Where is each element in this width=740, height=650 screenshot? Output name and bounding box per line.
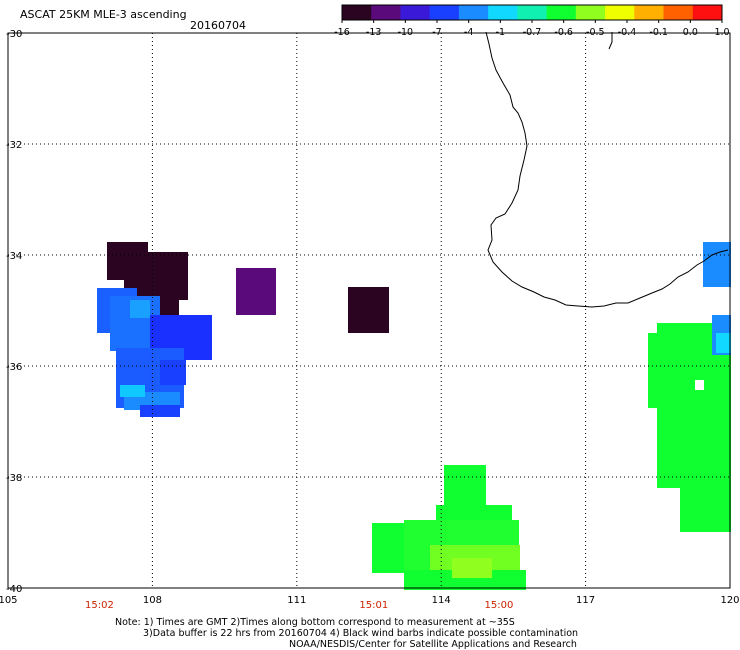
- lon-tick-label: 108: [143, 595, 162, 606]
- swath-cell: [348, 287, 389, 333]
- swath-cell: [130, 300, 150, 318]
- colorbar-swatch: [488, 5, 518, 20]
- lon-tick-label: 111: [287, 595, 306, 606]
- swath-cell: [452, 558, 492, 578]
- map-title: ASCAT 25KM MLE-3 ascending: [20, 8, 187, 21]
- swath-cell: [140, 405, 180, 417]
- colorbar-swatch: [634, 5, 665, 20]
- colorbar-swatch: [546, 5, 577, 20]
- colorbar-swatch: [575, 5, 606, 20]
- colorbar-swatch: [663, 5, 694, 20]
- swath-cell: [120, 385, 145, 397]
- lat-tick-label: -36: [6, 362, 22, 373]
- pass-time-label: 15:01: [359, 600, 388, 611]
- swath-gap: [695, 380, 704, 390]
- lon-tick-label: 117: [576, 595, 595, 606]
- note-line-1: Note: 1) Times are GMT 2)Times along bot…: [115, 617, 515, 628]
- colorbar-swatch: [429, 5, 460, 20]
- swath-cell: [404, 570, 526, 590]
- lat-tick-label: -40: [6, 584, 22, 595]
- swath-cell: [236, 268, 276, 315]
- axes-labels: 105 108 111 114 117 120 -30 -32 -34 -36 -38 -40 15:0…: [0, 29, 740, 611]
- colorbar-swatch: [371, 5, 401, 20]
- note-line-2: 3)Data buffer is 22 hrs from 20160704 4)…: [143, 628, 578, 639]
- pass-time-label: 15:02: [85, 600, 114, 611]
- swath-cell: [688, 520, 728, 532]
- swath-cell: [160, 360, 186, 385]
- coastline-islet: [608, 32, 613, 50]
- coastline: [485, 31, 729, 308]
- colorbar-swatch: [458, 5, 489, 20]
- pass-time-label: 15:00: [485, 600, 514, 611]
- colorbar-swatch: [605, 5, 635, 20]
- lat-tick-label: -38: [6, 473, 22, 484]
- colorbar-swatch: [400, 5, 431, 20]
- lon-tick-label: 105: [0, 595, 18, 606]
- note-line-3: NOAA/NESDIS/Center for Satellite Applica…: [289, 639, 577, 650]
- lat-tick-label: -30: [6, 29, 22, 40]
- colorbar-swatch: [517, 5, 548, 20]
- lon-tick-label: 114: [432, 595, 451, 606]
- swath-cell: [648, 333, 668, 408]
- swath-cell: [716, 333, 731, 353]
- lat-tick-label: -34: [6, 251, 22, 262]
- lon-tick-label: 120: [720, 595, 739, 606]
- map-date: 20160704: [190, 19, 246, 32]
- swath-cell: [703, 242, 731, 287]
- colorbar-swatch: [342, 5, 372, 20]
- data-swaths: [97, 242, 731, 590]
- map-frame: [7, 32, 731, 589]
- lat-tick-label: -32: [6, 140, 22, 151]
- colorbar-swatch: [692, 5, 723, 20]
